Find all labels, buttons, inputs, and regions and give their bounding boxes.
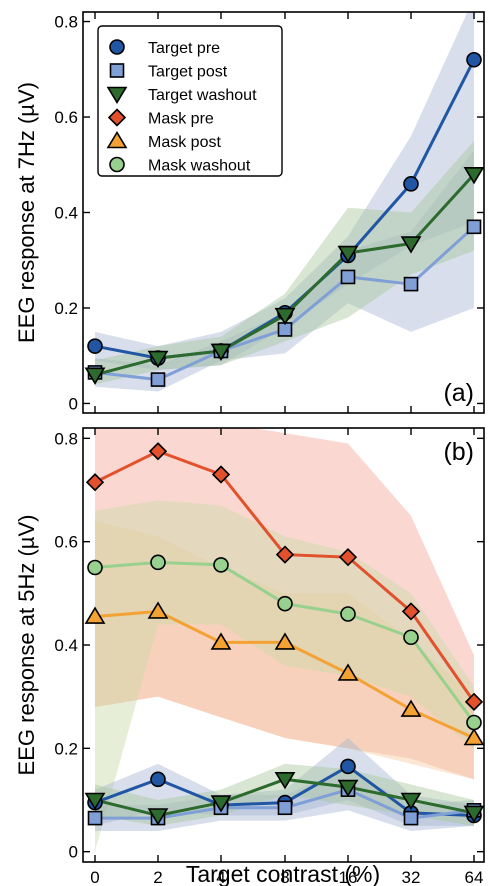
- legend-marker-mask-washout: [109, 156, 125, 173]
- point-target-pre-64: [466, 51, 482, 68]
- legend-box: [97, 25, 283, 177]
- point-target-washout-0: [84, 792, 106, 811]
- y-tick-label: 0.2: [54, 299, 78, 318]
- y-tick-label: 0.2: [54, 739, 78, 758]
- panel-label: (b): [443, 438, 474, 466]
- y-axis-label: EEG response at 7Hz (µV): [14, 82, 39, 343]
- error-band-target-post: [95, 150, 474, 392]
- point-mask-post-2: [147, 601, 169, 619]
- point-target-post-2: [150, 372, 166, 387]
- panel-label: (a): [443, 379, 474, 407]
- x-tick-label: 32: [402, 868, 421, 886]
- point-target-washout-4: [210, 795, 232, 813]
- legend-label-mask-washout: Mask washout: [148, 158, 251, 175]
- legend-marker-mask-pre: [107, 108, 127, 127]
- point-mask-washout-64: [466, 714, 482, 731]
- x-tick-label: 16: [339, 868, 358, 886]
- point-target-washout-2: [147, 808, 169, 826]
- y-tick-label: 0.4: [54, 204, 78, 223]
- point-mask-washout-32: [403, 629, 419, 646]
- point-target-washout-4: [210, 343, 232, 361]
- point-mask-post-64: [463, 727, 485, 746]
- x-tick-label: 0: [90, 868, 99, 886]
- x-tick-label: 8: [280, 868, 289, 886]
- point-mask-washout-2: [150, 554, 166, 571]
- point-target-washout-32: [400, 236, 422, 254]
- point-target-post-16: [340, 269, 356, 285]
- point-target-washout-16: [337, 779, 359, 798]
- point-target-pre-2: [150, 771, 166, 788]
- point-mask-post-4: [210, 632, 232, 650]
- point-mask-pre-16: [338, 548, 358, 567]
- y-axis-label: EEG response at 5Hz (µV): [14, 515, 39, 776]
- point-target-washout-8: [274, 772, 296, 790]
- point-mask-washout-0: [87, 559, 103, 576]
- point-mask-post-32: [400, 699, 422, 717]
- point-mask-pre-0: [85, 473, 105, 492]
- legend-label-target-washout: Target washout: [148, 87, 257, 104]
- point-mask-washout-4: [213, 557, 229, 573]
- legend: Target pre Target post Target washout Mask …: [97, 25, 283, 177]
- chart-panel-1: 0 0.2 0.4 0.6 0.8 0 2 4 8 16 32 64 EEG response at 5…: [14, 427, 485, 886]
- point-target-washout-16: [337, 245, 359, 264]
- point-target-post-64: [466, 219, 482, 235]
- point-mask-pre-32: [401, 602, 421, 621]
- x-tick-label: 4: [216, 868, 225, 886]
- point-target-washout-64: [463, 805, 485, 823]
- legend-marker-target-washout: [106, 86, 128, 105]
- y-tick-label: 0.8: [54, 429, 78, 448]
- legend-label-target-post: Target post: [148, 64, 228, 81]
- legend-label-mask-post: Mask post: [148, 134, 221, 151]
- legend-marker-target-post: [109, 63, 125, 78]
- y-tick-label: 0.6: [54, 533, 78, 552]
- y-tick-label: 0.4: [54, 636, 78, 655]
- point-target-pre-16: [340, 758, 356, 775]
- legend-label-target-pre: Target pre: [148, 40, 220, 57]
- y-tick-label: 0: [69, 843, 78, 862]
- point-target-washout-0: [84, 367, 106, 385]
- point-target-pre-32: [403, 176, 419, 192]
- point-target-post-32: [403, 810, 419, 826]
- legend-label-mask-pre: Mask pre: [148, 111, 214, 128]
- x-tick-label: 2: [153, 868, 162, 886]
- error-band-mask-washout: [95, 500, 474, 852]
- y-tick-label: 0.8: [54, 13, 78, 32]
- point-target-washout-2: [147, 350, 169, 369]
- point-target-post-8: [277, 800, 293, 816]
- point-mask-washout-16: [340, 606, 356, 622]
- point-mask-post-0: [84, 606, 106, 624]
- point-mask-pre-8: [275, 545, 295, 564]
- point-mask-pre-2: [148, 442, 168, 461]
- error-band-mask-post: [95, 521, 474, 780]
- point-target-washout-8: [274, 307, 296, 326]
- point-mask-post-16: [337, 663, 359, 681]
- error-band-target-pre: [95, 12, 474, 371]
- chart-panel-0: 0 0.2 0.4 0.6 0.8 EEG response at 7Hz (µV) (a)…: [14, 11, 485, 414]
- point-mask-washout-8: [277, 595, 293, 612]
- point-target-washout-64: [463, 167, 485, 185]
- x-tick-label: 64: [465, 868, 484, 886]
- legend-marker-target-pre: [109, 39, 125, 55]
- y-tick-label: 0: [69, 394, 78, 413]
- point-target-pre-0: [87, 338, 103, 354]
- legend-marker-mask-post: [106, 130, 128, 149]
- point-target-post-32: [403, 276, 419, 292]
- point-target-post-0: [87, 810, 103, 826]
- point-target-washout-32: [400, 792, 422, 811]
- x-axis-label: Target contrast (%): [186, 861, 380, 886]
- y-tick-label: 0.6: [54, 108, 78, 127]
- point-mask-post-8: [274, 632, 296, 650]
- point-mask-pre-4: [211, 465, 231, 484]
- point-mask-pre-64: [464, 692, 484, 711]
